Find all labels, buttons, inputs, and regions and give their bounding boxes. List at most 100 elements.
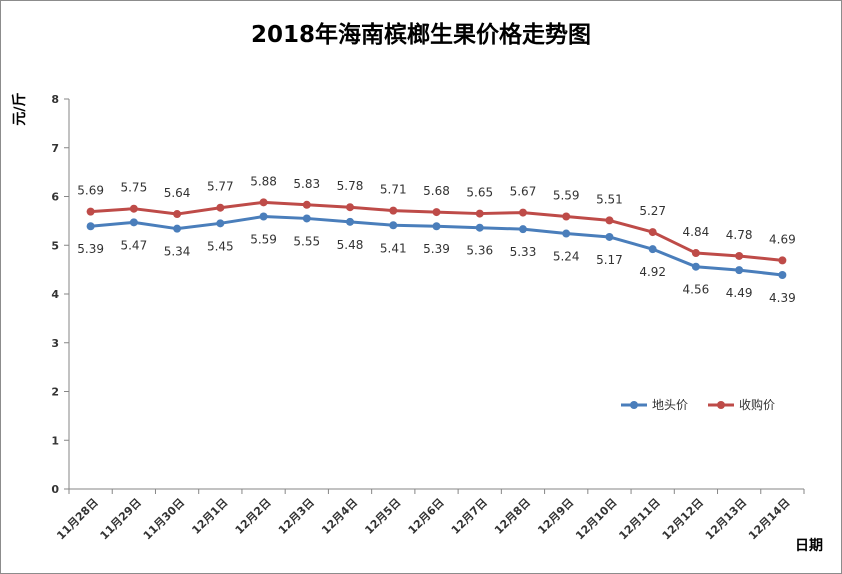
data-label: 5.75 [120,181,147,195]
y-tick-label: 3 [51,337,59,350]
data-label: 5.48 [337,238,364,252]
data-point [389,221,398,230]
data-point [432,208,441,217]
x-tick-label: 12月13日 [703,496,749,542]
data-label: 5.34 [164,245,191,259]
data-point [735,266,744,275]
data-label: 5.59 [250,232,277,246]
data-point [778,270,787,279]
legend-marker [717,401,725,409]
x-tick-label: 12月12日 [660,496,706,542]
series-layer [86,198,787,279]
y-tick-label: 1 [51,434,59,447]
data-point [302,214,311,223]
x-tick-label: 12月5日 [362,496,403,537]
x-tick-label: 12月1日 [189,496,230,537]
x-tick-label: 12月14日 [746,496,792,542]
data-point [475,223,484,232]
data-point [648,228,657,237]
data-label: 4.92 [639,265,666,279]
data-point [129,218,138,227]
data-label: 4.39 [769,291,796,305]
y-tick-label: 4 [51,288,59,301]
data-label: 4.49 [726,286,753,300]
data-label: 5.55 [293,234,320,248]
legend: 地头价 收购价 [621,397,775,412]
data-label: 5.69 [77,184,104,198]
x-tick-label: 12月11日 [616,496,662,542]
data-label: 5.77 [207,180,234,194]
data-label: 4.78 [726,228,753,242]
data-point [216,219,225,228]
data-label: 5.47 [120,238,147,252]
data-label: 5.27 [639,204,666,218]
data-point [475,209,484,218]
data-point [216,203,225,212]
data-point [129,204,138,213]
data-label: 5.68 [423,184,450,198]
data-point [346,217,355,226]
data-label: 5.65 [466,186,493,200]
legend-marker [630,401,638,409]
x-tick-label: 12月4日 [319,496,360,537]
data-point [605,232,614,241]
chart-title: 2018年海南槟榔生果价格走势图 [250,22,591,48]
data-point [691,249,700,258]
x-tick-label: 12月8日 [492,496,533,537]
x-tick-label: 12月3日 [276,496,317,537]
data-point [735,251,744,260]
x-tick-label: 12月9日 [535,496,576,537]
y-tick-label: 7 [51,142,59,155]
data-label: 5.78 [337,179,364,193]
y-tick-label: 8 [51,93,59,106]
data-point [86,222,95,231]
x-tick-label: 11月29日 [98,496,144,542]
data-point [778,256,787,265]
data-point [173,210,182,219]
data-label: 5.71 [380,183,407,197]
data-point [691,262,700,271]
data-label: 4.84 [683,225,710,239]
data-label: 5.64 [164,186,191,200]
data-point [86,207,95,216]
y-tick-label: 6 [51,191,59,204]
y-tick-label: 0 [51,483,59,496]
data-label: 4.69 [769,232,796,246]
data-label: 5.59 [553,188,580,202]
legend-label: 地头价 [652,398,688,412]
data-label: 5.88 [250,174,277,188]
x-axis-title: 日期 [795,538,823,554]
y-tick-label: 5 [51,239,59,252]
legend-label: 收购价 [739,397,775,412]
data-label: 4.56 [683,283,710,297]
data-label: 5.41 [380,241,407,255]
data-label: 5.24 [553,250,580,264]
data-point [518,208,527,217]
data-point [346,203,355,212]
data-point [562,212,571,221]
data-label: 5.67 [510,185,537,199]
data-labels: 5.39 5.47 5.34 5.45 5.59 5.55 5.48 5.41 5.39 5.36… [77,174,795,305]
data-point [173,224,182,233]
data-point [562,229,571,238]
data-label: 5.51 [596,192,623,206]
data-label: 5.17 [596,253,623,267]
data-label: 5.33 [510,245,537,259]
x-tick-label: 12月6日 [406,496,447,537]
data-point [648,245,657,254]
data-label: 5.83 [293,177,320,191]
data-label: 5.45 [207,239,234,253]
data-point [302,200,311,209]
y-tick-label: 2 [51,386,59,399]
data-point [389,206,398,215]
data-point [259,198,268,207]
x-tick-label: 11月28日 [54,496,100,542]
data-label: 5.39 [77,242,104,256]
data-point [605,216,614,225]
x-tick-label: 12月2日 [233,496,274,537]
x-tick-label: 11月30日 [141,496,187,542]
data-point [432,222,441,231]
data-label: 5.36 [466,244,493,258]
